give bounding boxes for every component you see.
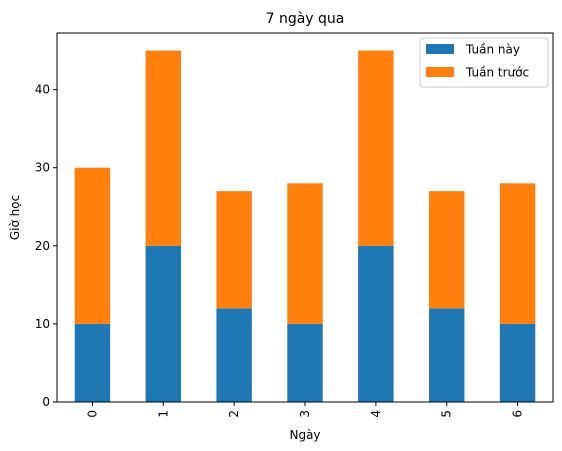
- legend: Tuần này Tuần trước: [419, 37, 549, 88]
- bar-tuan-truoc-3: [287, 183, 323, 324]
- legend-label-tuan-truoc: Tuần trước: [465, 66, 529, 80]
- x-tick-label: 3: [298, 410, 312, 418]
- bar-tuan-truoc-4: [358, 50, 394, 246]
- x-tick-label: 6: [511, 410, 525, 418]
- bar-tuan-truoc-0: [74, 167, 111, 324]
- x-tick-label: 5: [440, 410, 454, 418]
- x-tick-label: 2: [227, 410, 241, 418]
- x-tick-label: 0: [85, 410, 99, 418]
- y-tick-label: 40: [35, 83, 50, 97]
- y-tick-label: 30: [35, 161, 50, 175]
- legend-swatch-tuan-nay: [426, 44, 454, 54]
- bar-tuan-nay-6: [499, 323, 536, 402]
- x-tick-label: 1: [156, 410, 170, 418]
- bar-tuan-truoc-2: [216, 191, 252, 309]
- bar-tuan-nay-5: [429, 308, 465, 402]
- bar-tuan-nay-0: [74, 323, 111, 402]
- x-axis-label: Ngày: [289, 428, 320, 442]
- y-tick-label: 0: [42, 395, 50, 409]
- y-tick-label: 10: [35, 317, 50, 331]
- bar-tuan-truoc-1: [145, 50, 181, 246]
- y-axis-label: Giờ học: [8, 195, 22, 240]
- y-axis: 0 10 20 30 40: [35, 83, 57, 409]
- bar-tuan-nay-1: [145, 245, 181, 402]
- bar-tuan-nay-2: [216, 308, 252, 402]
- legend-swatch-tuan-truoc: [426, 67, 454, 77]
- bar-tuan-truoc-5: [429, 191, 465, 309]
- bar-tuan-nay-4: [358, 245, 394, 402]
- x-tick-label: 4: [369, 410, 383, 418]
- legend-label-tuan-nay: Tuần này: [465, 43, 520, 57]
- bar-tuan-truoc-6: [499, 183, 536, 324]
- y-tick-label: 20: [35, 239, 50, 253]
- x-axis: 0 1 2 3 4 5 6: [85, 402, 525, 418]
- chart-title: 7 ngày qua: [266, 11, 345, 27]
- bar-group: [74, 50, 536, 402]
- bar-tuan-nay-3: [287, 323, 323, 402]
